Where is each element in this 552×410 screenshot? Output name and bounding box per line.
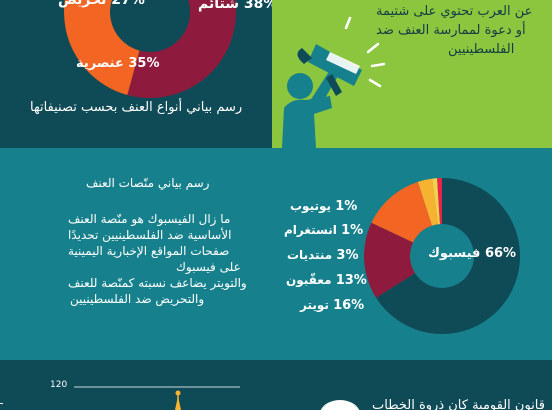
violence-types-caption: رسم بياني أنواع العنف بحسب تصنيفاتها: [30, 100, 243, 115]
legend-forums: 3% منتديات: [287, 248, 359, 263]
body-line-1: ما زال الفيسبوك هو منّصة العنف: [68, 212, 231, 226]
axis-glyph: ـ: [0, 396, 3, 407]
violence-types-donut: [64, 0, 236, 99]
defamation-label: 38% شتائم: [198, 0, 272, 12]
slice-facebook: [376, 178, 520, 334]
timeline-partial-text: قانون القومية كان ذروة الخطاب: [372, 398, 545, 410]
timeline-chart: [74, 386, 360, 410]
slice-youtube: [437, 178, 442, 225]
description-line-3: الفلسطينيين: [448, 42, 515, 57]
slice-twitter: [364, 222, 415, 298]
legend-instagram: 1% انستغرام: [284, 223, 364, 238]
platforms-donut: [364, 178, 520, 334]
legend-youtube: 1% يوتيوب: [290, 199, 358, 214]
body-line-5: والتويتر يضاعف نسبته كمنّصة للعنف: [68, 276, 247, 290]
slice-defamation: [127, 0, 236, 99]
description-line-1: عن العرب تحتوي على شتيمة: [376, 4, 533, 19]
body-line-6: والتحريض ضد الفلسطينيين: [70, 292, 205, 306]
slice-instagram: [432, 178, 440, 225]
body-line-4: على فيسبوك: [176, 260, 241, 274]
timeline-panel: 120 ـ قانون القومية كان ذروة الخطاب: [0, 360, 552, 410]
platforms-title: رسم بياني منّصات العنف: [86, 176, 210, 190]
legend-twitter: 16% تويتر: [300, 298, 365, 313]
violence-types-panel: 27% تحريض 38% شتائم 35% عنصرية رسم بياني…: [0, 0, 272, 148]
body-line-2: الأساسية ضد الفلسطينيين تحديدًا: [68, 228, 232, 242]
slice-forums: [417, 178, 438, 226]
axis-value: 120: [50, 380, 68, 390]
platforms-panel: 66% فيسبوك 1% يوتيوب 1% انستغرام 3% منتد…: [0, 148, 552, 360]
slice-racism: [64, 0, 140, 95]
legend-commenters: 13% معقّبون: [286, 273, 367, 288]
body-line-3: صفحات المواقع الإخبارية اليمينية: [68, 244, 230, 258]
racism-label: 35% عنصرية: [76, 56, 160, 71]
incitement-label: 27% تحريض: [58, 0, 145, 8]
megaphone-person-icon: [282, 16, 386, 148]
illustration-panel: عن العرب تحتوي على شتيمة أو دعوة لممارسة…: [272, 0, 552, 148]
description-line-2: أو دعوة لممارسة العنف ضد: [376, 23, 526, 38]
slice-commenters: [371, 181, 433, 243]
facebook-label: 66% فيسبوك: [428, 246, 517, 261]
